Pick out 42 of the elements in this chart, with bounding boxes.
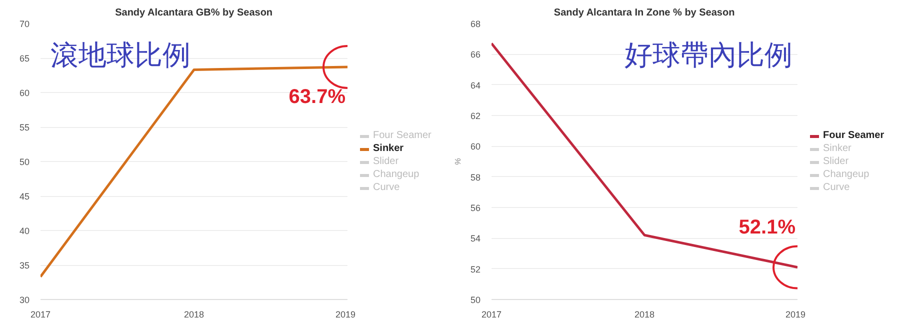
y-tick-label: 60 xyxy=(19,88,30,98)
y-tick-label: 60 xyxy=(470,142,481,152)
y-tick-label: 66 xyxy=(470,50,481,60)
y-tick-label: 65 xyxy=(19,54,30,64)
x-tick-label: 2019 xyxy=(335,310,356,320)
annotation: 好球帶內比例 xyxy=(624,38,792,72)
legend-label: Slider xyxy=(373,155,399,170)
chart-title: Sandy Alcantara In Zone % by Season xyxy=(554,8,735,18)
y-tick-label: 40 xyxy=(19,226,30,236)
y-tick-label: 55 xyxy=(19,122,30,132)
chart-title: Sandy Alcantara GB% by Season xyxy=(115,8,273,18)
annotation: 52.1% xyxy=(738,216,796,238)
x-tick-label: 2018 xyxy=(634,310,655,320)
legend-label: Four Seamer xyxy=(373,129,432,144)
y-tick-label: 58 xyxy=(470,172,481,182)
annotation: 63.7% xyxy=(288,86,346,108)
y-tick-label: 54 xyxy=(470,234,481,244)
y-tick-label: 52 xyxy=(470,264,481,274)
y-tick-label: 35 xyxy=(19,260,30,270)
legend-label: Sinker xyxy=(373,142,404,156)
legend-label: Curve xyxy=(373,181,400,196)
legend-label: Four Seamer xyxy=(823,129,884,144)
annotation: 滾地球比例 xyxy=(50,38,190,72)
x-tick-label: 2018 xyxy=(184,310,204,320)
y-tick-label: 50 xyxy=(470,295,481,305)
y-tick-label: 70 xyxy=(19,19,30,29)
x-tick-label: 2017 xyxy=(481,310,502,320)
x-tick-label: 2017 xyxy=(30,310,51,320)
y-tick-label: 45 xyxy=(19,192,30,202)
legend-label: Slider xyxy=(823,155,849,170)
legend-label: Sinker xyxy=(823,142,852,156)
legend-label: Curve xyxy=(823,181,850,196)
y-tick-label: 62 xyxy=(470,111,481,121)
y-tick-label: 64 xyxy=(470,80,481,90)
legend-label: Changeup xyxy=(373,168,420,182)
x-tick-label: 2019 xyxy=(785,310,806,320)
y-tick-label: 50 xyxy=(19,157,30,167)
y-tick-label: 56 xyxy=(470,203,481,213)
legend-label: Changeup xyxy=(823,168,870,182)
y-tick-label: 68 xyxy=(470,19,481,29)
y-tick-label: 30 xyxy=(19,295,30,305)
y-axis-title: % xyxy=(453,158,462,166)
